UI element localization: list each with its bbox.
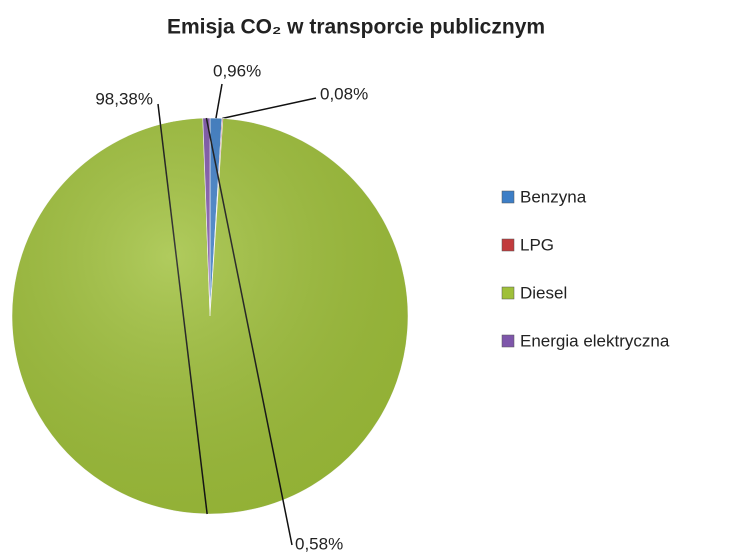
legend-swatch	[501, 334, 515, 348]
chart-title: Emisja CO₂ w transporcie publicznym	[167, 16, 545, 39]
legend-label: Benzyna	[520, 187, 587, 206]
legend-label: Diesel	[520, 283, 567, 302]
legend-swatch	[501, 190, 515, 204]
leader-line	[222, 97, 317, 120]
data-label: 0,58%	[295, 534, 343, 553]
legend-swatch	[501, 286, 515, 300]
legend-swatch	[501, 238, 515, 252]
leader-line	[215, 83, 223, 119]
legend-label: LPG	[520, 235, 554, 254]
data-label: 0,08%	[320, 84, 368, 103]
data-label: 98,38%	[95, 89, 153, 108]
legend-label: Energia elektryczna	[520, 331, 670, 350]
data-label: 0,96%	[213, 61, 261, 80]
